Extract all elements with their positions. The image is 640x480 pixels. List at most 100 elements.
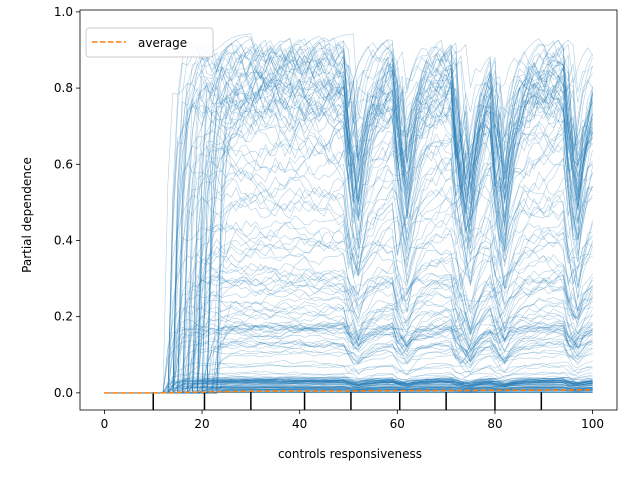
ice-curve [104, 375, 593, 394]
axes [79, 9, 618, 411]
ice-curve [104, 382, 593, 394]
ice-curve [104, 386, 593, 394]
ice-curve [104, 377, 593, 394]
ice-curve [104, 385, 593, 394]
ice-curve [104, 39, 593, 394]
x-tick-label: 40 [292, 417, 307, 431]
ice-curve [104, 273, 593, 394]
ice-curve [104, 134, 593, 394]
ice-curve [104, 380, 593, 394]
ice-curve [104, 387, 593, 394]
ice-curve [104, 288, 593, 394]
ice-curve [104, 372, 593, 394]
ice-curve [104, 39, 593, 394]
x-axis-label: controls responsiveness [278, 447, 422, 461]
ice-curve [104, 386, 593, 394]
ice-curve [104, 215, 593, 394]
ice-curve [104, 299, 593, 394]
ice-curve [104, 118, 593, 394]
y-axis-label: Partial dependence [20, 157, 34, 273]
ice-curve [104, 341, 593, 394]
ice-curve [104, 310, 593, 394]
ice-curve [104, 70, 593, 394]
ice-curve [104, 339, 593, 394]
ice-curve [104, 279, 593, 394]
ice-curve [104, 377, 593, 394]
ticks: 0 20 40 60 80 100 0.0 0.2 0.4 0.6 0.8 1.0 [54, 5, 604, 431]
ice-curve [104, 379, 593, 394]
ice-curve [104, 323, 593, 394]
ice-curve [104, 275, 593, 394]
x-tick-label: 100 [581, 417, 604, 431]
ice-curve [104, 324, 593, 394]
ice-curve [104, 322, 593, 394]
ice-curve [104, 213, 593, 394]
ice-curve [104, 337, 593, 394]
ice-curve [104, 112, 593, 394]
ice-curve [104, 387, 593, 394]
ice-curve [104, 375, 593, 394]
ice-curve [104, 67, 593, 394]
y-tick-label: 0.8 [54, 81, 73, 95]
ice-curve [104, 386, 593, 394]
ice-curve [104, 78, 593, 394]
y-tick-label: 0.0 [54, 386, 73, 400]
ice-curve [104, 244, 593, 394]
legend-average-label: average [138, 36, 187, 50]
x-tick-label: 80 [487, 417, 502, 431]
ice-curve [104, 69, 593, 394]
ice-curve [104, 324, 593, 394]
ice-curve [104, 377, 593, 394]
y-tick-label: 0.6 [54, 157, 73, 171]
ice-curve [104, 64, 593, 394]
ice-curve [104, 145, 593, 394]
ice-curve [104, 383, 593, 394]
ice-curve [104, 347, 593, 394]
ice-curve [104, 362, 593, 394]
x-tick-label: 20 [194, 417, 209, 431]
ice-curve [104, 89, 593, 394]
ice-curve [104, 382, 593, 394]
ice-curve [104, 137, 593, 394]
average-line [104, 389, 593, 394]
ice-curve [104, 383, 593, 394]
ice-curve [104, 371, 593, 394]
legend-box [85, 27, 214, 58]
ice-curve [104, 384, 593, 394]
ice-curve [104, 67, 593, 394]
ice-curve [104, 67, 593, 394]
ice-curve [104, 380, 593, 394]
ice-curve [104, 385, 593, 394]
ice-curve [104, 37, 593, 394]
ice-curve [104, 380, 593, 394]
plot-frame [79, 9, 618, 411]
ice-curve [104, 35, 593, 394]
ice-curve [104, 303, 593, 394]
ice-curves [104, 33, 593, 394]
ice-curve [104, 250, 593, 394]
ice-curve [104, 381, 593, 394]
ice-curve [104, 58, 593, 394]
ice-curve [104, 379, 593, 394]
ice-curve [104, 42, 593, 394]
average-series-line [104, 389, 593, 394]
ice-curve [104, 382, 593, 394]
ice-curve [104, 40, 593, 394]
ice-curve [104, 317, 593, 394]
ice-curve [104, 320, 593, 394]
ice-curve [104, 43, 593, 394]
ice-curve [104, 268, 593, 394]
ice-curve [104, 385, 593, 394]
ice-curve [104, 381, 593, 394]
ice-curve [104, 386, 593, 394]
ice-curve [104, 380, 593, 394]
ice-curve [104, 378, 593, 394]
ice-curve [104, 274, 593, 394]
ice-curve [104, 187, 593, 394]
x-tick-label: 0 [101, 417, 109, 431]
ice-curve [104, 379, 593, 394]
ice-curve [104, 309, 593, 394]
ice-curve [104, 279, 593, 394]
ice-curve [104, 58, 593, 394]
